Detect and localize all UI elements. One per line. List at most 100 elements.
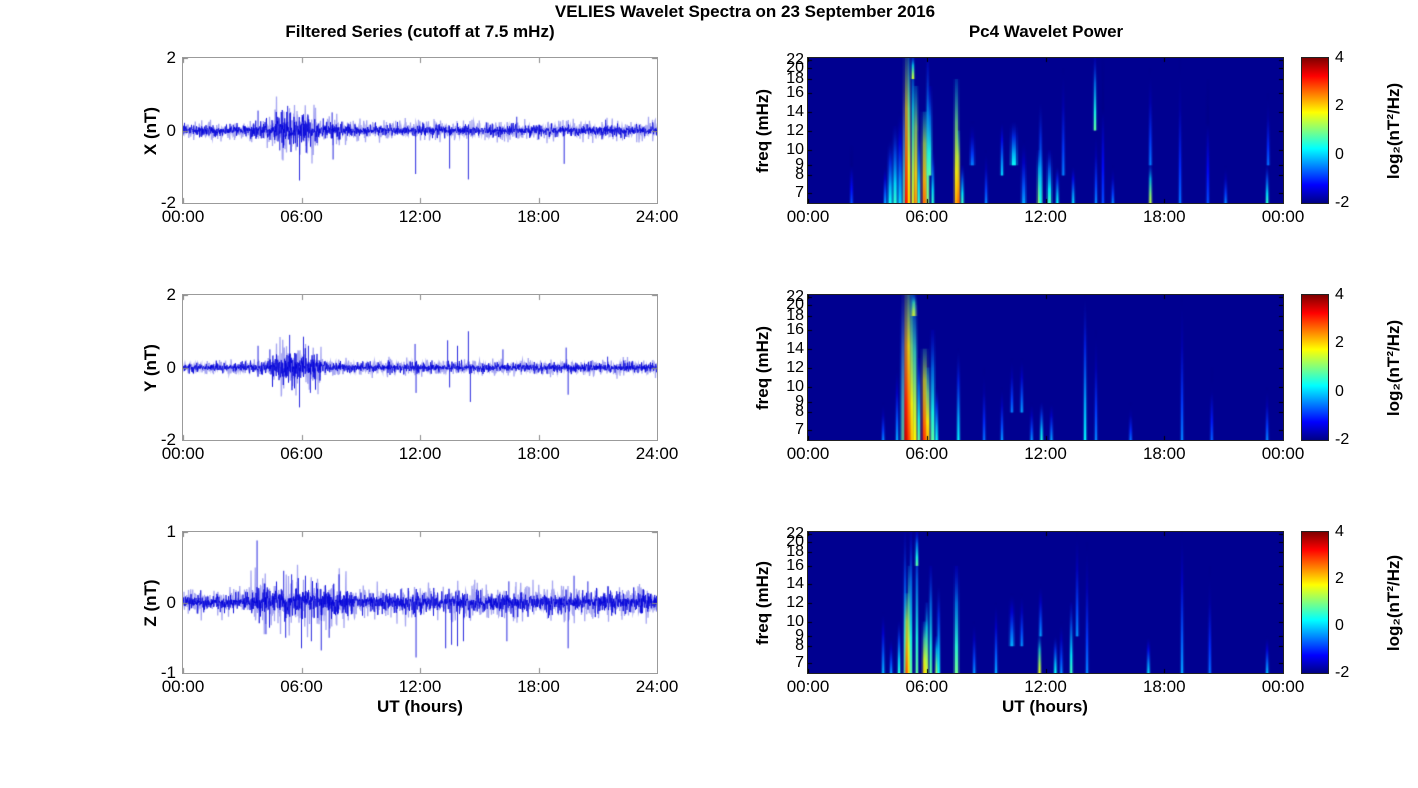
- series-canvas: [183, 58, 657, 203]
- x-tick-label: 12:00: [1024, 677, 1067, 696]
- x-tick-label: 12:00: [398, 677, 442, 696]
- colorbar-label: log₂(nT²/Hz): [1384, 554, 1403, 651]
- series-plot-area: [182, 294, 658, 441]
- freq-tick-label: 14: [786, 339, 804, 357]
- colorbar-tick-label: 0: [1335, 145, 1344, 163]
- y-axis-label: X (nT): [141, 106, 160, 155]
- freq-tick-label: 12: [786, 121, 804, 139]
- x-tick-label: 00:00: [1261, 677, 1305, 696]
- y-axis-label: Z (nT): [141, 578, 160, 627]
- freq-axis-label: freq (mHz): [753, 560, 772, 645]
- wavelet-plot-area: [807, 531, 1284, 674]
- colorbar-label: log₂(nT²/Hz): [1384, 82, 1403, 179]
- y-tick-label: 1: [166, 522, 176, 541]
- x-tick-label: 12:00: [1024, 207, 1067, 226]
- x-tick-label: 06:00: [905, 444, 949, 463]
- freq-tick-label: 14: [786, 102, 804, 120]
- freq-tick-label: 18: [786, 307, 804, 325]
- freq-tick-label: 7: [795, 654, 804, 672]
- y-tick-label: 2: [166, 285, 176, 304]
- y-tick-label: 0: [166, 120, 176, 140]
- freq-tick-label: 12: [786, 593, 804, 611]
- y-axis-label: Y (nT): [141, 343, 160, 392]
- freq-tick-label: 8: [795, 403, 804, 421]
- wavelet-plot-area: [807, 294, 1284, 441]
- colorbar: [1301, 57, 1329, 204]
- colorbar-tick-label: 2: [1335, 334, 1344, 352]
- freq-tick-label: 20: [786, 59, 804, 77]
- freq-tick-label: 16: [786, 556, 804, 574]
- freq-tick-label: 8: [795, 637, 804, 655]
- x-tick-label: 24:00: [635, 207, 679, 226]
- freq-tick-label: 22: [786, 288, 804, 306]
- x-tick-label: 00:00: [1261, 444, 1305, 463]
- x-tick-label: 06:00: [280, 207, 323, 226]
- colorbar-tick-label: 0: [1335, 382, 1344, 400]
- freq-tick-label: 10: [786, 141, 804, 159]
- colorbar-tick-label: 4: [1335, 286, 1344, 303]
- x-tick-label: 06:00: [905, 677, 949, 696]
- x-tick-label: 00:00: [786, 207, 830, 226]
- wavelet-plot-area: [807, 57, 1284, 204]
- y-tick-label: -1: [160, 663, 176, 682]
- right-x-axis-label: UT (hours): [1002, 697, 1088, 716]
- freq-axis-label: freq (mHz): [753, 88, 772, 173]
- series-canvas: [183, 295, 657, 440]
- wavelet-heatmap-canvas: [808, 58, 1283, 203]
- colorbar-tick-label: 4: [1335, 49, 1344, 66]
- freq-axis-label: freq (mHz): [753, 325, 772, 410]
- x-tick-label: 00:00: [161, 677, 205, 696]
- freq-tick-label: 9: [795, 627, 804, 645]
- x-tick-label: 24:00: [635, 444, 679, 463]
- freq-tick-label: 16: [786, 320, 804, 338]
- colorbar-tick-label: -2: [1335, 194, 1350, 211]
- colorbar: [1301, 294, 1329, 441]
- freq-tick-label: 16: [786, 83, 804, 101]
- x-tick-label: 12:00: [398, 444, 442, 463]
- y-tick-label: 0: [166, 592, 176, 612]
- figure-title: VELIES Wavelet Spectra on 23 September 2…: [554, 2, 936, 21]
- freq-tick-label: 14: [786, 575, 804, 593]
- freq-tick-label: 18: [786, 543, 804, 561]
- freq-tick-label: 18: [786, 70, 804, 88]
- x-tick-label: 00:00: [1261, 207, 1305, 226]
- y-tick-label: -2: [160, 430, 176, 449]
- x-tick-label: 18:00: [517, 677, 560, 696]
- x-tick-label: 12:00: [1024, 444, 1067, 463]
- freq-tick-label: 7: [795, 420, 804, 438]
- freq-tick-label: 20: [786, 532, 804, 550]
- colorbar: [1301, 531, 1329, 674]
- x-tick-label: 00:00: [161, 207, 205, 226]
- x-tick-label: 06:00: [905, 207, 949, 226]
- y-tick-label: -2: [160, 193, 176, 212]
- freq-tick-label: 10: [786, 612, 804, 630]
- x-tick-label: 12:00: [398, 207, 442, 226]
- colorbar-tick-label: 2: [1335, 97, 1344, 115]
- freq-tick-label: 10: [786, 378, 804, 396]
- y-tick-label: 2: [166, 48, 176, 67]
- x-tick-label: 00:00: [786, 677, 830, 696]
- x-tick-label: 06:00: [280, 677, 323, 696]
- x-tick-label: 18:00: [517, 207, 560, 226]
- series-plot-area: [182, 531, 658, 674]
- left-column-title: Filtered Series (cutoff at 7.5 mHz): [285, 22, 555, 41]
- right-column-title: Pc4 Wavelet Power: [968, 22, 1124, 41]
- freq-tick-label: 9: [795, 393, 804, 411]
- freq-tick-label: 22: [786, 51, 804, 69]
- series-canvas: [183, 532, 657, 673]
- x-tick-label: 18:00: [1142, 444, 1186, 463]
- colorbar-tick-label: 2: [1335, 570, 1344, 587]
- left-x-axis-label: UT (hours): [377, 697, 463, 716]
- x-tick-label: 06:00: [280, 444, 323, 463]
- x-tick-label: 18:00: [1142, 207, 1186, 226]
- x-tick-label: 24:00: [635, 677, 679, 696]
- y-tick-label: 0: [166, 357, 176, 377]
- freq-tick-label: 12: [786, 358, 804, 376]
- x-tick-label: 18:00: [1142, 677, 1186, 696]
- colorbar-tick-label: -2: [1335, 431, 1350, 448]
- wavelet-heatmap-canvas: [808, 295, 1283, 440]
- freq-tick-label: 8: [795, 166, 804, 184]
- series-plot-area: [182, 57, 658, 204]
- freq-tick-label: 7: [795, 183, 804, 201]
